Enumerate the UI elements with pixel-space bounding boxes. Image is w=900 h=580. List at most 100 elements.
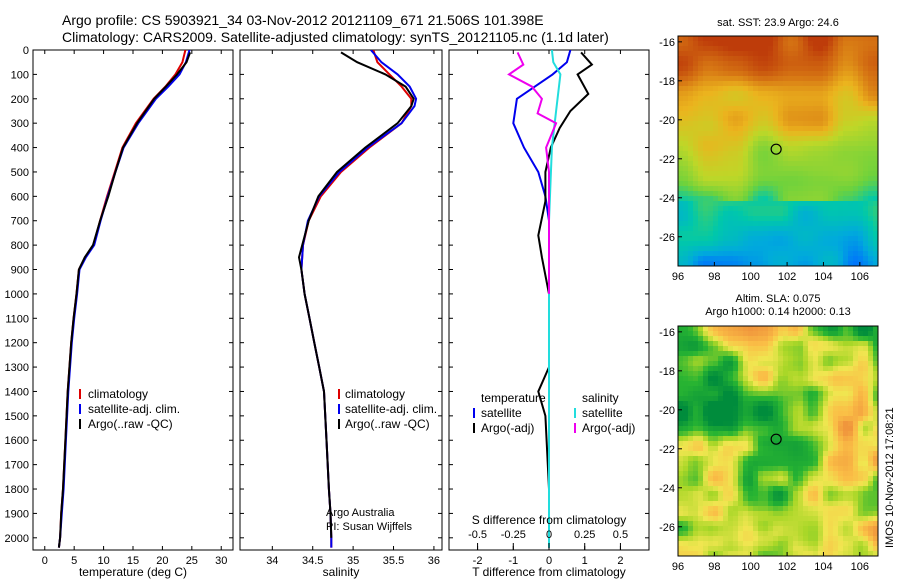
y-tick-label: 1800 (5, 484, 29, 496)
map-frame (677, 325, 879, 557)
map-x-tick-label: 102 (778, 271, 796, 283)
map-sst-map: 96 98 100 102 104 106 -16 -18 -20 -22 -24 -26 sat. S… (659, 17, 879, 283)
y-tick-label: 400 (11, 143, 29, 155)
annotation-text: PI: Susan Wijffels (326, 521, 412, 533)
series-line (548, 50, 562, 548)
x-tick-label: 35 (347, 555, 359, 567)
legend-label: Argo(-adj) (481, 421, 534, 435)
y-tick-label: 800 (11, 240, 29, 252)
series-line (57, 52, 192, 548)
s-tick-label: 0 (546, 529, 552, 541)
map-y-tick-label: -22 (659, 444, 675, 456)
map-x-tick-label: 102 (778, 561, 796, 573)
x-tick-label: 2 (617, 555, 623, 567)
series-group (507, 50, 594, 548)
map-title: sat. SST: 23.9 Argo: 24.6 (717, 17, 839, 29)
y-tick-label: 1700 (5, 460, 29, 472)
y-tick-label: 1400 (5, 386, 29, 398)
panel-salinity: 34 34.5 35 35.5 36 salinity climatologysatelli… (239, 49, 443, 579)
map-y-tick-label: -22 (659, 154, 675, 166)
y-tick-label: 900 (11, 265, 29, 277)
panel-frame (239, 49, 443, 551)
legend-title: temperature (481, 391, 546, 405)
series-line (507, 51, 558, 294)
s-tick-label: 0.5 (613, 529, 628, 541)
panel-temperature: 0100200300400500600700800900100011001200… (5, 45, 234, 579)
x-tick-label: 30 (215, 555, 227, 567)
map-panels: 96 98 100 102 104 106 -16 -18 -20 -22 -24 -26 sat. S… (659, 17, 879, 573)
map-x-tick-label: 106 (851, 271, 869, 283)
s-tick-label: -0.25 (501, 529, 526, 541)
y-tick-label: 1100 (5, 313, 29, 325)
profile-panels: 0100200300400500600700800900100011001200… (5, 45, 650, 579)
x-tick-label: 20 (156, 555, 168, 567)
x-tick-label: 36 (428, 555, 440, 567)
x-tick-label: 5 (71, 555, 77, 567)
y-tick-label: 1900 (5, 508, 29, 520)
x-tick-label: 15 (127, 555, 139, 567)
x-tick-label: 34 (266, 555, 278, 567)
map-y-tick-label: -18 (659, 366, 675, 378)
map-frame (677, 35, 879, 267)
y-tick-label: 600 (11, 191, 29, 203)
legend-label: satellite (582, 406, 623, 420)
map-sla-map: 96 98 100 102 104 106 -16 -18 -20 -22 -24 -26 Altim.… (659, 293, 879, 573)
x-axis-label-top: S difference from climatology (472, 513, 627, 527)
x-tick-label: -1 (508, 555, 518, 567)
map-y-tick-label: -26 (659, 232, 675, 244)
map-y-tick-label: -16 (659, 327, 675, 339)
y-tick-label: 100 (11, 69, 29, 81)
y-tick-label: 1600 (5, 435, 29, 447)
map-x-tick-label: 96 (672, 271, 684, 283)
legend-label: climatology (88, 387, 148, 401)
x-axis-label: T difference from climatology (472, 565, 626, 579)
series-line (537, 51, 594, 548)
legend-label: Argo(..raw -QC) (88, 417, 173, 431)
map-x-tick-label: 106 (851, 561, 869, 573)
legend-label: climatology (345, 387, 405, 401)
map-y-tick-label: -24 (659, 193, 675, 205)
series-group (57, 50, 192, 548)
chart-title-line-1: Argo profile: CS 5903921_34 03-Nov-2012 … (62, 12, 544, 28)
panel-difference: -2 -1 0 1 2T difference from climatology temp… (448, 49, 650, 579)
argo-position-marker (770, 143, 782, 155)
map-x-tick-label: 98 (708, 561, 720, 573)
annotation-text: Argo Australia (326, 507, 395, 519)
map-title: Altim. SLA: 0.075 (736, 293, 821, 305)
x-tick-label: 10 (97, 555, 109, 567)
legend-label: satellite (481, 406, 522, 420)
map-x-tick-label: 104 (814, 271, 832, 283)
map-y-tick-label: -18 (659, 76, 675, 88)
y-tick-label: 300 (11, 118, 29, 130)
y-tick-label: 700 (11, 216, 29, 228)
y-tick-label: 2000 (5, 533, 29, 545)
x-tick-label: 0 (546, 555, 552, 567)
x-tick-label: 1 (582, 555, 588, 567)
map-y-tick-label: -16 (659, 37, 675, 49)
map-x-tick-label: 100 (742, 561, 760, 573)
y-tick-label: 500 (11, 167, 29, 179)
y-tick-label: 200 (11, 94, 29, 106)
map-y-tick-label: -20 (659, 405, 675, 417)
legend-label: satellite-adj. clim. (88, 402, 180, 416)
x-tick-label: -2 (473, 555, 483, 567)
s-tick-label: 0.25 (574, 529, 595, 541)
y-tick-label: 1300 (5, 362, 29, 374)
map-raster (678, 326, 878, 556)
chart-title-line-2: Climatology: CARS2009. Satellite-adjuste… (62, 29, 609, 45)
x-tick-label: 25 (186, 555, 198, 567)
argo-position-marker (770, 433, 782, 445)
map-title: Argo h1000: 0.14 h2000: 0.13 (705, 306, 851, 318)
map-x-tick-label: 98 (708, 271, 720, 283)
series-group (297, 50, 418, 548)
timestamp-label: IMOS 10-Nov-2012 17:08:21 (884, 407, 896, 548)
y-tick-label: 1200 (5, 338, 29, 350)
x-tick-label: 34.5 (302, 555, 323, 567)
legend-title: salinity (582, 391, 619, 405)
x-tick-label: 0 (42, 555, 48, 567)
legend-label: satellite-adj. clim. (345, 402, 437, 416)
legend-label: Argo(-adj) (582, 421, 635, 435)
y-tick-label: 0 (23, 45, 29, 57)
map-y-tick-label: -24 (659, 483, 675, 495)
